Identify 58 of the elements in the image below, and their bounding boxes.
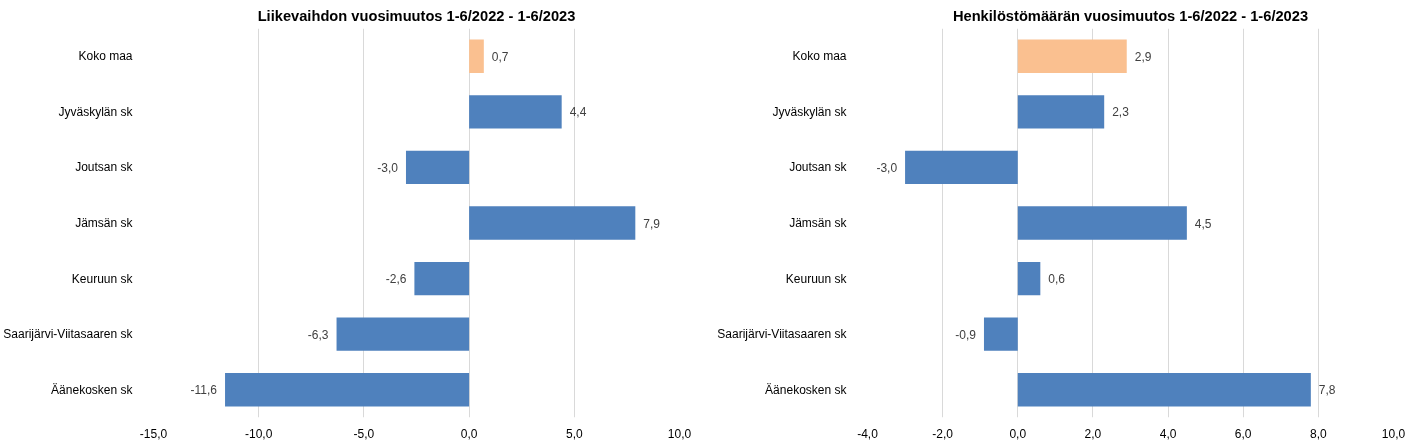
bar	[1017, 206, 1187, 240]
data-label: -6,3	[307, 327, 329, 342]
bar	[469, 206, 636, 240]
x-tick-label: 0,0	[460, 426, 478, 441]
x-tick-label: 6,0	[1234, 426, 1252, 441]
data-label: 4,5	[1194, 216, 1212, 231]
y-tick-label: Äänekosken sk	[765, 382, 848, 397]
x-tick-label: 10,0	[1381, 426, 1406, 441]
chart-title: Liikevaihdon vuosimuutos 1-6/2022 - 1-6/2023	[257, 7, 576, 24]
x-tick-label: -15,0	[139, 426, 168, 441]
x-tick-label: -4,0	[857, 426, 879, 441]
bar	[1017, 39, 1127, 73]
y-tick-label: Jämsän sk	[75, 216, 134, 230]
x-tick-label: 4,0	[1159, 426, 1177, 441]
bar	[469, 39, 484, 73]
data-label: 2,3	[1112, 105, 1130, 120]
bar	[1017, 373, 1311, 407]
data-label: -3,0	[876, 160, 898, 175]
x-tick-label: 2,0	[1084, 426, 1102, 441]
data-label: 4,4	[569, 105, 587, 120]
x-tick-label: 0,0	[1009, 426, 1027, 441]
data-label: -3,0	[377, 160, 399, 175]
data-label: 2,9	[1134, 49, 1152, 64]
chart-title: Henkilöstömäärän vuosimuutos 1-6/2022 - 1-6/2023	[952, 7, 1309, 24]
bar	[983, 317, 1018, 351]
y-tick-label: Jyväskylän sk	[772, 104, 848, 119]
y-tick-label: Keuruun sk	[785, 271, 848, 286]
x-tick-label: -5,0	[353, 426, 375, 441]
data-label: 7,8	[1318, 383, 1336, 398]
data-label: 7,9	[643, 216, 661, 231]
x-tick-label: 10,0	[667, 426, 692, 441]
bar	[414, 261, 470, 296]
data-label: 0,6	[1048, 272, 1066, 287]
bar	[469, 95, 562, 129]
bar	[405, 150, 470, 185]
y-tick-label: Jyväskylän sk	[58, 104, 134, 119]
data-label: 0,7	[491, 49, 509, 64]
y-tick-label: Joutsan sk	[75, 160, 134, 175]
x-tick-label: -2,0	[932, 426, 954, 441]
y-tick-label: Jämsän sk	[789, 216, 848, 230]
bar	[1017, 95, 1105, 129]
data-label: -11,6	[190, 383, 218, 398]
y-tick-label: Saarijärvi-Viitasaaren sk	[717, 327, 848, 342]
bar	[1017, 261, 1041, 296]
y-tick-label: Koko maa	[792, 49, 847, 64]
x-tick-label: 8,0	[1310, 426, 1328, 441]
data-label: -2,6	[385, 272, 407, 287]
bar	[336, 317, 470, 351]
bar	[225, 373, 470, 407]
data-label: -0,9	[955, 327, 977, 342]
y-tick-label: Joutsan sk	[789, 160, 848, 175]
y-tick-label: Keuruun sk	[71, 271, 134, 286]
y-tick-label: Äänekosken sk	[51, 382, 134, 397]
y-tick-label: Saarijärvi-Viitasaaren sk	[3, 327, 134, 342]
x-tick-label: -10,0	[245, 426, 273, 441]
bar	[905, 150, 1018, 185]
x-tick-label: 5,0	[565, 426, 583, 441]
y-tick-label: Koko maa	[78, 49, 133, 64]
